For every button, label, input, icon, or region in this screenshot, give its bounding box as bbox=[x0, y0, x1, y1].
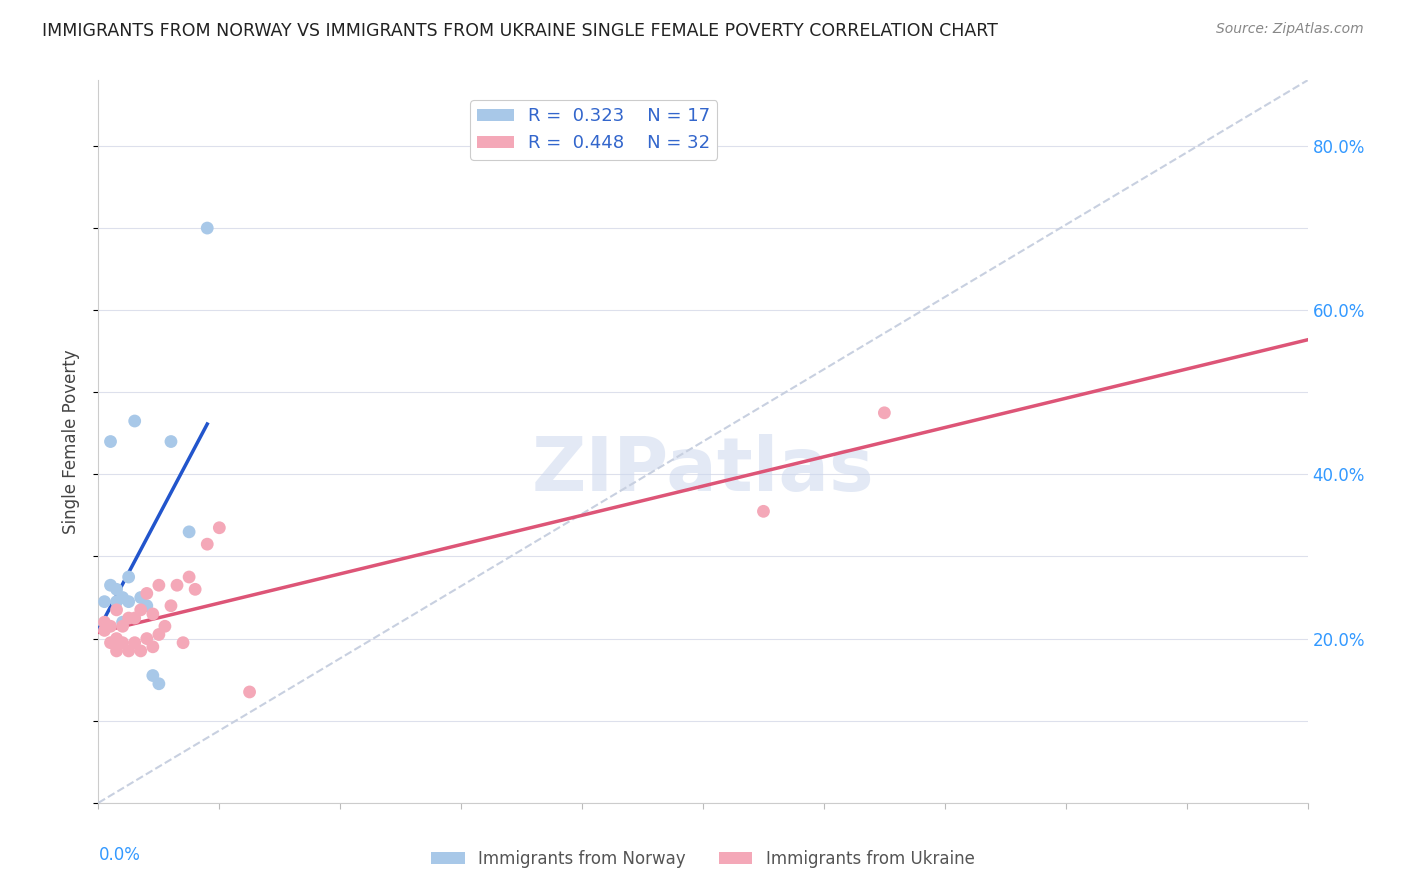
Point bbox=[142, 640, 165, 654]
Point bbox=[135, 599, 157, 613]
Point bbox=[118, 644, 141, 658]
Point bbox=[142, 607, 165, 621]
Point bbox=[160, 434, 183, 449]
Point bbox=[184, 582, 207, 597]
Point bbox=[111, 636, 134, 650]
Point bbox=[105, 603, 128, 617]
Point bbox=[111, 591, 134, 605]
Point bbox=[111, 619, 134, 633]
Point bbox=[179, 570, 201, 584]
Point bbox=[105, 632, 128, 646]
Point bbox=[100, 578, 122, 592]
Legend: Immigrants from Norway, Immigrants from Ukraine: Immigrants from Norway, Immigrants from … bbox=[425, 844, 981, 875]
Point bbox=[105, 582, 128, 597]
Point bbox=[118, 570, 141, 584]
Point bbox=[148, 677, 170, 691]
Point bbox=[118, 594, 141, 608]
Point bbox=[129, 644, 152, 658]
Point bbox=[195, 537, 218, 551]
Point bbox=[124, 414, 146, 428]
Point bbox=[752, 504, 775, 518]
Point bbox=[166, 578, 188, 592]
Point bbox=[239, 685, 262, 699]
Y-axis label: Single Female Poverty: Single Female Poverty bbox=[62, 350, 80, 533]
Point bbox=[148, 578, 170, 592]
Point bbox=[105, 594, 128, 608]
Point bbox=[100, 636, 122, 650]
Point bbox=[129, 591, 152, 605]
Point bbox=[195, 221, 218, 235]
Text: Source: ZipAtlas.com: Source: ZipAtlas.com bbox=[1216, 22, 1364, 37]
Text: IMMIGRANTS FROM NORWAY VS IMMIGRANTS FROM UKRAINE SINGLE FEMALE POVERTY CORRELAT: IMMIGRANTS FROM NORWAY VS IMMIGRANTS FRO… bbox=[42, 22, 998, 40]
Point bbox=[135, 632, 157, 646]
Point bbox=[873, 406, 896, 420]
Point bbox=[129, 603, 152, 617]
Point bbox=[111, 615, 134, 630]
Point bbox=[118, 611, 141, 625]
Text: ZIPatlas: ZIPatlas bbox=[531, 434, 875, 507]
Point bbox=[179, 524, 201, 539]
Point bbox=[208, 521, 231, 535]
Text: 0.0%: 0.0% bbox=[98, 847, 141, 864]
Point bbox=[153, 619, 176, 633]
Point bbox=[172, 636, 194, 650]
Point bbox=[160, 599, 183, 613]
Point bbox=[100, 434, 122, 449]
Point bbox=[93, 594, 115, 608]
Point bbox=[105, 644, 128, 658]
Point bbox=[148, 627, 170, 641]
Point bbox=[124, 636, 146, 650]
Point bbox=[135, 586, 157, 600]
Point bbox=[124, 611, 146, 625]
Point bbox=[142, 668, 165, 682]
Point bbox=[93, 615, 115, 630]
Point bbox=[93, 624, 115, 638]
Point bbox=[100, 619, 122, 633]
Legend: R =  0.323    N = 17, R =  0.448    N = 32: R = 0.323 N = 17, R = 0.448 N = 32 bbox=[470, 100, 717, 160]
